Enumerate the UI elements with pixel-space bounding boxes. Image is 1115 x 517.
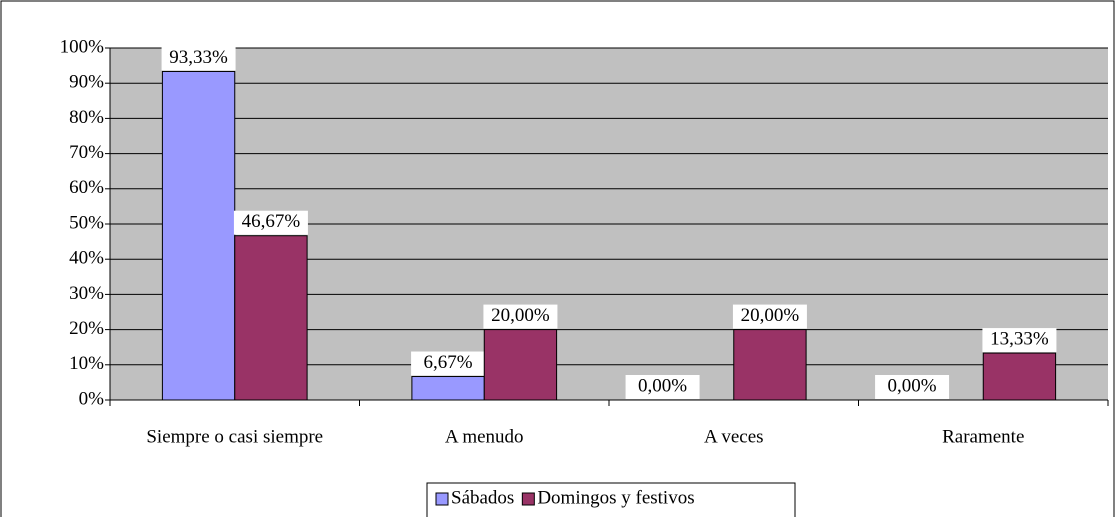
bar xyxy=(234,235,308,401)
x-tick-label: A menudo xyxy=(445,426,524,447)
bar xyxy=(733,329,807,401)
legend-box xyxy=(426,482,796,517)
y-tick-label: 20% xyxy=(69,318,104,339)
value-label-bg xyxy=(625,375,700,399)
y-tick-label: 10% xyxy=(69,353,104,374)
value-label: 20,00% xyxy=(491,305,550,326)
x-tick-label: Raramente xyxy=(942,426,1024,447)
x-tick-label: Siempre o casi siempre xyxy=(146,426,323,447)
legend-swatch xyxy=(521,492,535,506)
y-tick-label: 90% xyxy=(69,72,104,93)
value-label-bg xyxy=(161,46,236,71)
y-tick-label: 30% xyxy=(69,283,104,304)
y-tick-label: 80% xyxy=(69,107,104,128)
bar xyxy=(483,329,558,401)
value-label-bg xyxy=(411,351,486,376)
value-label-bg xyxy=(982,328,1057,353)
value-label: 0,00% xyxy=(888,375,937,396)
legend-label: Sábados xyxy=(451,487,514,508)
y-tick-label: 50% xyxy=(69,212,104,233)
bar xyxy=(161,70,236,401)
value-label-bg xyxy=(732,304,807,329)
value-label: 93,33% xyxy=(169,47,228,68)
value-label: 6,67% xyxy=(424,352,473,373)
y-tick-label: 70% xyxy=(69,142,104,163)
value-label: 0,00% xyxy=(638,375,687,396)
bar xyxy=(411,376,485,401)
y-tick-label: 100% xyxy=(60,36,105,57)
y-tick-label: 60% xyxy=(69,177,104,198)
y-tick-label: 0% xyxy=(79,388,105,409)
bar xyxy=(982,352,1057,401)
x-tick-label: A veces xyxy=(704,426,764,447)
value-label-bg xyxy=(483,304,558,329)
legend-swatch xyxy=(435,492,449,506)
value-label-bg xyxy=(233,210,308,235)
value-label-bg xyxy=(875,375,950,399)
value-label: 13,33% xyxy=(990,328,1049,349)
value-label: 20,00% xyxy=(741,305,800,326)
value-label: 46,67% xyxy=(242,211,301,232)
y-tick-label: 40% xyxy=(69,248,104,269)
legend-label: Domingos y festivos xyxy=(537,487,694,508)
